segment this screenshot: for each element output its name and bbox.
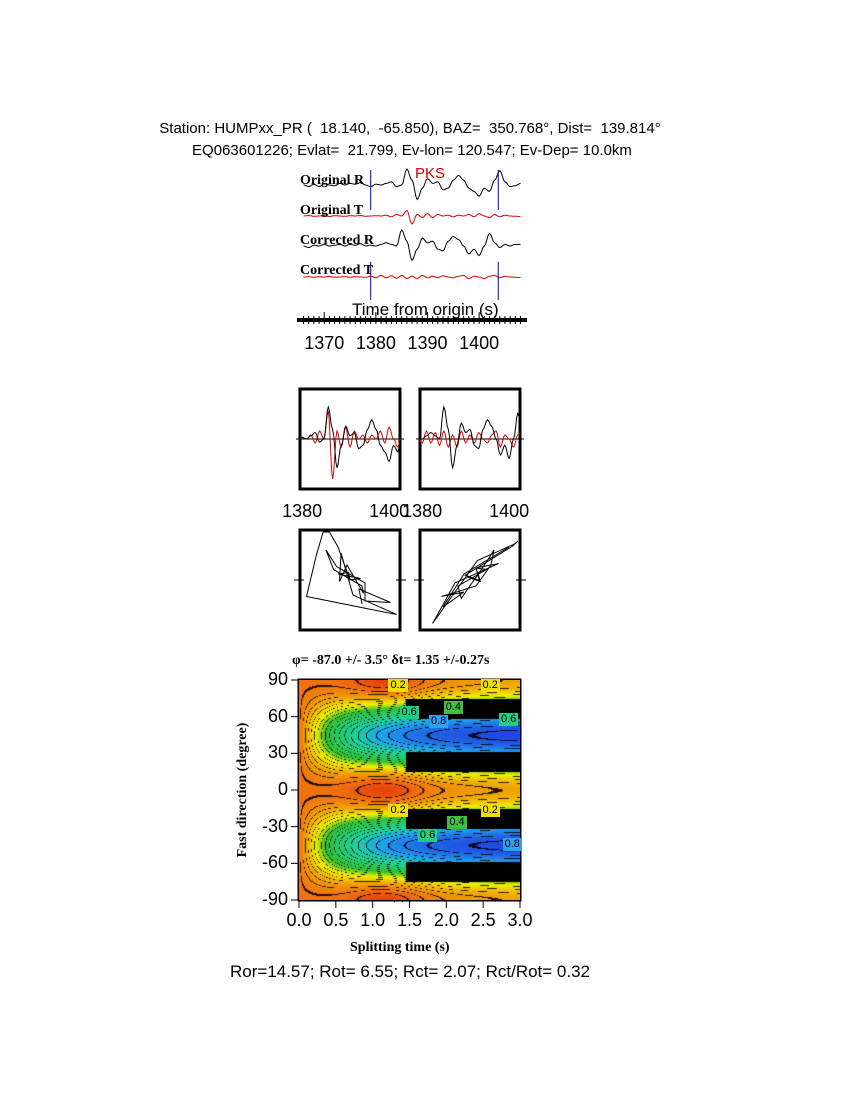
phase-label: PKS xyxy=(415,165,446,182)
event-info: EQ063601226; Evlat= 21.799, Ev-lon= 120.… xyxy=(192,142,632,159)
heatmap-xtick-label: 2.5 xyxy=(470,910,496,930)
heatmap-title: φ= -87.0 +/- 3.5° δt= 1.35 +/-0.27s xyxy=(292,653,490,668)
station-info: Station: HUMPxx_PR ( 18.140, -65.850), B… xyxy=(159,120,661,137)
heatmap-ytick-label: 60 xyxy=(267,705,288,726)
contour-label: 0.4 xyxy=(447,816,467,829)
heatmap-ytick-label: 90 xyxy=(267,669,288,689)
heatmap-xtick-label: 1.0 xyxy=(360,910,386,930)
time-tick-label: 1370 xyxy=(304,333,345,353)
contour-label: 0.6 xyxy=(498,713,519,727)
component-trace xyxy=(299,410,401,480)
trace-label-original-t: Original T xyxy=(300,203,364,218)
heatmap-ytick-label: -30 xyxy=(261,815,288,836)
waveform-tick-label: 1400 xyxy=(369,501,410,521)
heatmap-xlabel: Splitting time (s) xyxy=(350,940,450,955)
trace-label-original-r: Original R xyxy=(300,173,365,188)
particle-motion-path xyxy=(432,540,519,624)
trace-label-corrected-r: Corrected R xyxy=(300,233,374,248)
heatmap-xtick-label: 1.5 xyxy=(396,910,423,930)
heatmap-xtick-label: 0.0 xyxy=(286,910,312,930)
time-tick-label: 1380 xyxy=(355,333,396,353)
waveform-tick-label: 1400 xyxy=(489,501,530,521)
heatmap-ytick-label: 0 xyxy=(277,779,288,799)
ratio-summary: Ror=14.57; Rot= 6.55; Rct= 2.07; Rct/Rot… xyxy=(229,962,591,981)
component-trace xyxy=(299,405,401,468)
heatmap-ytick-label: -60 xyxy=(261,852,288,873)
contour-label: 0.2 xyxy=(480,679,500,693)
time-tick-label: 1400 xyxy=(459,333,500,353)
trace-xlabel: Time from origin (s) xyxy=(352,300,499,319)
heatmap-ytick-label: 30 xyxy=(267,742,288,763)
heatmap-xtick-label: 0.5 xyxy=(323,910,349,930)
trace-corrected-r xyxy=(303,229,521,262)
contour-label: 0.2 xyxy=(388,679,408,693)
contour-label: 0.6 xyxy=(417,829,438,843)
heatmap-ylabel: Fast direction (degree) xyxy=(235,722,250,858)
contour-label: 0.2 xyxy=(480,803,500,817)
heatmap-xtick-label: 2.0 xyxy=(433,910,459,930)
trace-label-corrected-t: Corrected T xyxy=(300,263,373,278)
contour-label: 0.6 xyxy=(399,706,419,719)
particle-motion-path xyxy=(305,531,397,615)
particle-motion-box xyxy=(418,528,522,632)
trace-original-t xyxy=(303,209,521,225)
waveform-tick-label: 1380 xyxy=(402,501,443,521)
component-trace xyxy=(419,405,521,470)
heatmap-ytick-label: -90 xyxy=(261,889,288,909)
waveform-tick-label: 1380 xyxy=(282,501,323,521)
contour-label: 0.8 xyxy=(428,714,449,728)
contour-label: 0.4 xyxy=(443,701,463,715)
trace-corrected-t xyxy=(303,274,521,280)
time-tick-label: 1390 xyxy=(407,333,448,353)
contour-label: 0.8 xyxy=(502,838,522,851)
trace-original-r xyxy=(303,168,521,201)
heatmap-xtick-label: 3.0 xyxy=(507,910,533,930)
contour-label: 0.2 xyxy=(388,803,408,817)
